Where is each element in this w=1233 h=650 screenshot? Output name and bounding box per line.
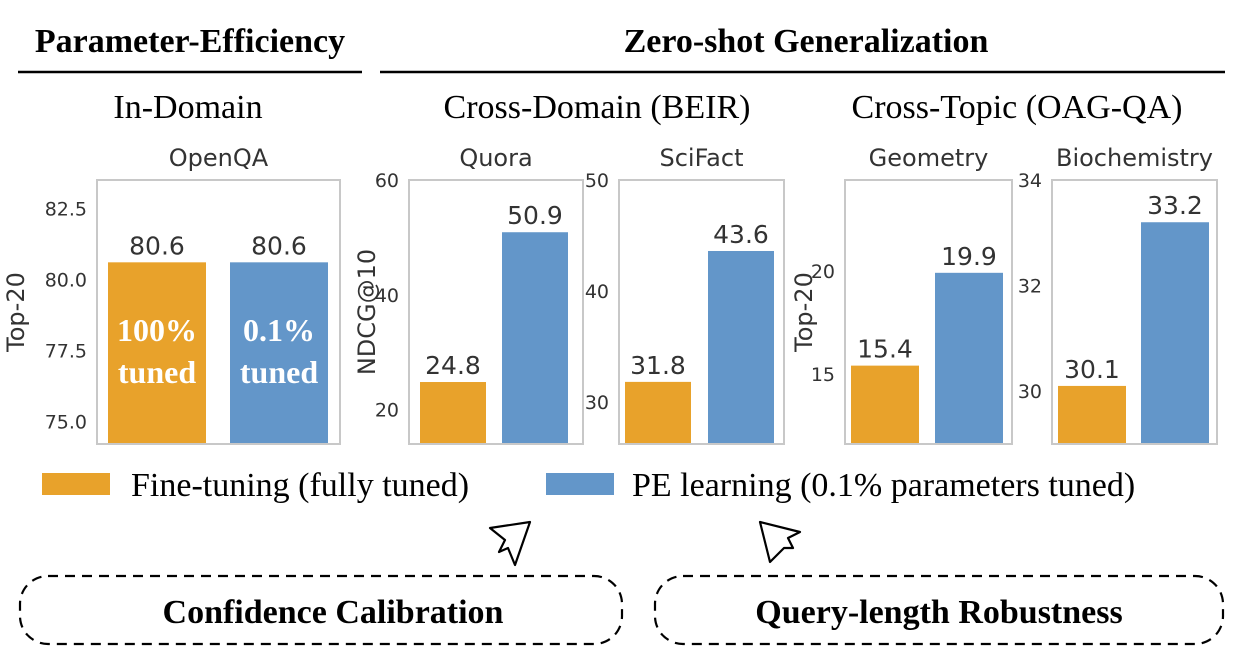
- data-label: 43.6: [713, 220, 769, 249]
- chart-frame: [618, 179, 785, 445]
- callout-confidence-calibration: Confidence Calibration: [163, 594, 504, 631]
- y-tick-label: 60: [375, 170, 399, 192]
- y-tick-label: 77.5: [45, 340, 87, 362]
- legend-swatch-pe-learning: [546, 473, 614, 495]
- subheader-cross-domain: Cross-Domain (BEIR): [444, 89, 751, 126]
- y-tick-label: 20: [811, 261, 835, 283]
- data-label: 15.4: [857, 335, 913, 364]
- bar-fine-tuning: [420, 382, 486, 443]
- legend-label-fine-tuning: Fine-tuning (fully tuned): [131, 467, 469, 504]
- y-tick-label: 40: [585, 281, 609, 303]
- y-tick-label: 34: [1018, 170, 1042, 192]
- chart-title: Geometry: [869, 144, 989, 172]
- chart-title: OpenQA: [169, 144, 269, 172]
- chart-frame: [844, 179, 1013, 445]
- y-tick-label: 82.5: [45, 198, 87, 220]
- arrow-left-icon: [488, 520, 532, 567]
- legend-label-pe-learning: PE learning (0.1% parameters tuned): [632, 467, 1135, 504]
- header-zero-shot: Zero-shot Generalization: [624, 23, 989, 60]
- y-tick-label: 15: [811, 364, 835, 386]
- bar-fine-tuning: [1058, 385, 1126, 443]
- bar-inner-text: tuned: [240, 354, 318, 390]
- chart-panel-openqa: OpenQA 75.0 77.5 80.0 82.5 Top-20 80.6 100% tune…: [2, 144, 341, 445]
- bar-fine-tuning: [108, 262, 206, 443]
- y-tick-label: 80.0: [45, 269, 87, 291]
- bar-pe-learning: [1141, 222, 1209, 443]
- y-tick-label: 50: [585, 170, 609, 192]
- subheader-cross-topic: Cross-Topic (OAG-QA): [852, 89, 1183, 126]
- bar-pe-learning: [935, 272, 1003, 443]
- y-axis-label: Top-20: [2, 272, 30, 353]
- chart-title: SciFact: [659, 144, 743, 172]
- header-parameter-efficiency: Parameter-Efficiency: [35, 23, 345, 60]
- chart-title: Quora: [459, 144, 532, 172]
- bar-fine-tuning: [851, 365, 919, 443]
- bar-inner-text: tuned: [118, 354, 196, 390]
- chart-frame: [96, 179, 341, 445]
- arrow-right-icon: [758, 520, 802, 564]
- chart-title: Biochemistry: [1056, 144, 1213, 172]
- y-tick-label: 20: [375, 400, 399, 422]
- callout-box-left: [18, 574, 624, 646]
- callout-query-length-robustness: Query-length Robustness: [755, 594, 1122, 631]
- bar-pe-learning: [230, 262, 328, 443]
- data-label: 50.9: [507, 201, 563, 230]
- y-axis-label: Top-20: [790, 272, 818, 353]
- data-label: 24.8: [425, 351, 481, 380]
- callout-box-right: [653, 574, 1225, 646]
- y-tick-label: 30: [585, 392, 609, 414]
- legend-swatch-fine-tuning: [42, 473, 110, 495]
- chart-panel-scifact: SciFact 30 40 50 31.8 43.6: [585, 144, 785, 445]
- data-label: 19.9: [941, 242, 997, 271]
- chart-panel-biochemistry: Biochemistry 30 32 34 30.1 33.2: [1018, 144, 1218, 445]
- bar-inner-text: 0.1%: [243, 312, 315, 348]
- y-tick-label: 40: [375, 285, 399, 307]
- data-label: 30.1: [1064, 355, 1120, 384]
- bar-pe-learning: [502, 232, 568, 443]
- bar-pe-learning: [708, 250, 774, 443]
- chart-frame: [408, 179, 584, 445]
- subheader-in-domain: In-Domain: [113, 89, 262, 126]
- y-tick-label: 32: [1018, 276, 1042, 298]
- data-label: 80.6: [251, 231, 307, 260]
- data-label: 33.2: [1147, 191, 1203, 220]
- data-label: 31.8: [630, 351, 686, 380]
- data-label: 80.6: [129, 231, 185, 260]
- charts-group: OpenQA 75.0 77.5 80.0 82.5 Top-20 80.6 100% tune…: [2, 144, 1218, 445]
- chart-frame: [1051, 179, 1218, 445]
- y-axis-label: NDCG@10: [353, 249, 381, 375]
- bar-inner-text: 100%: [117, 312, 197, 348]
- y-tick-label: 75.0: [45, 411, 87, 433]
- y-tick-label: 30: [1018, 381, 1042, 403]
- chart-panel-quora: Quora 20 40 60 NDCG@10 24.8 50.9: [353, 144, 584, 445]
- bar-fine-tuning: [625, 381, 691, 443]
